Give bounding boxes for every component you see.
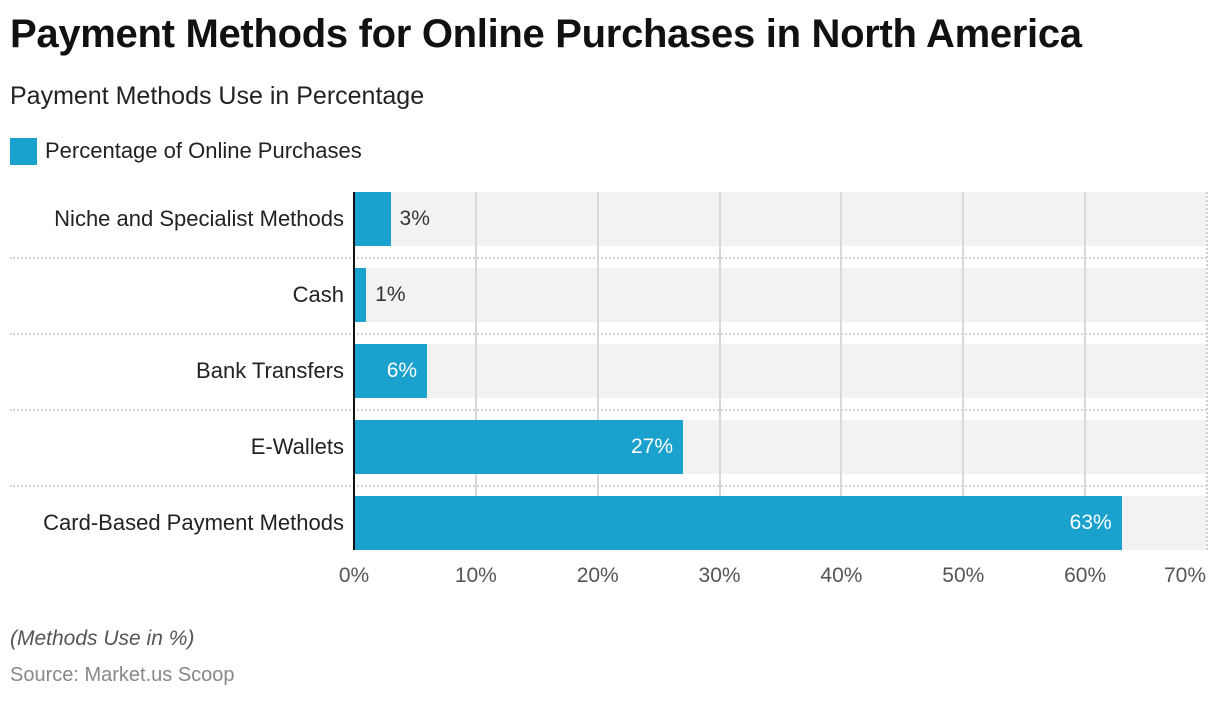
- category-label: Card-Based Payment Methods: [43, 510, 344, 535]
- x-tick-label: 0%: [338, 564, 370, 587]
- x-tick-label: 60%: [1064, 564, 1107, 587]
- row-band: [354, 268, 1207, 322]
- chart-source: Source: Market.us Scoop: [10, 664, 235, 686]
- category-label: E-Wallets: [250, 434, 344, 459]
- bar: [354, 192, 391, 246]
- chart-subtitle: Payment Methods Use in Percentage: [10, 82, 425, 110]
- gridline: [474, 192, 477, 550]
- legend: Percentage of Online Purchases: [10, 137, 362, 165]
- category-label: Niche and Specialist Methods: [54, 206, 344, 231]
- y-axis-line: [353, 192, 355, 550]
- gridline: [962, 192, 965, 550]
- chart-title: Payment Methods for Online Purchases in …: [10, 12, 1082, 56]
- row-separator: [10, 409, 1207, 411]
- row-band: [354, 344, 1207, 398]
- gridline: [840, 192, 843, 550]
- category-label: Cash: [292, 282, 344, 307]
- legend-label: Percentage of Online Purchases: [45, 138, 362, 163]
- value-label: 27%: [630, 435, 673, 458]
- row-band: [354, 192, 1207, 246]
- chart-note: (Methods Use in %): [10, 627, 195, 650]
- legend-swatch-icon: [10, 137, 37, 165]
- value-label: 1%: [375, 283, 406, 306]
- x-tick-label: 70%: [1163, 564, 1207, 587]
- value-label: 6%: [386, 359, 418, 382]
- row-separator: [10, 485, 1207, 487]
- row-separator: [10, 257, 1207, 259]
- bar: [354, 344, 428, 398]
- x-tick-label: 40%: [820, 564, 863, 587]
- value-label: 3%: [399, 207, 430, 230]
- bar-chart-plot: Niche and Specialist Methods 3% Cash 1% Bank…: [10, 192, 1208, 587]
- value-label: 63%: [1069, 511, 1112, 534]
- x-tick-label: 10%: [454, 564, 497, 587]
- bar: [354, 420, 683, 474]
- gridline: [596, 192, 599, 550]
- gridline: [1084, 192, 1087, 550]
- x-tick-label: 30%: [698, 564, 741, 587]
- bar: [354, 268, 367, 322]
- row-separator: [10, 333, 1207, 335]
- gridline: [718, 192, 721, 550]
- category-label: Bank Transfers: [196, 358, 344, 383]
- x-tick-label: 50%: [942, 564, 985, 587]
- bar: [354, 496, 1122, 550]
- x-tick-label: 20%: [576, 564, 619, 587]
- gridline: [1206, 192, 1208, 550]
